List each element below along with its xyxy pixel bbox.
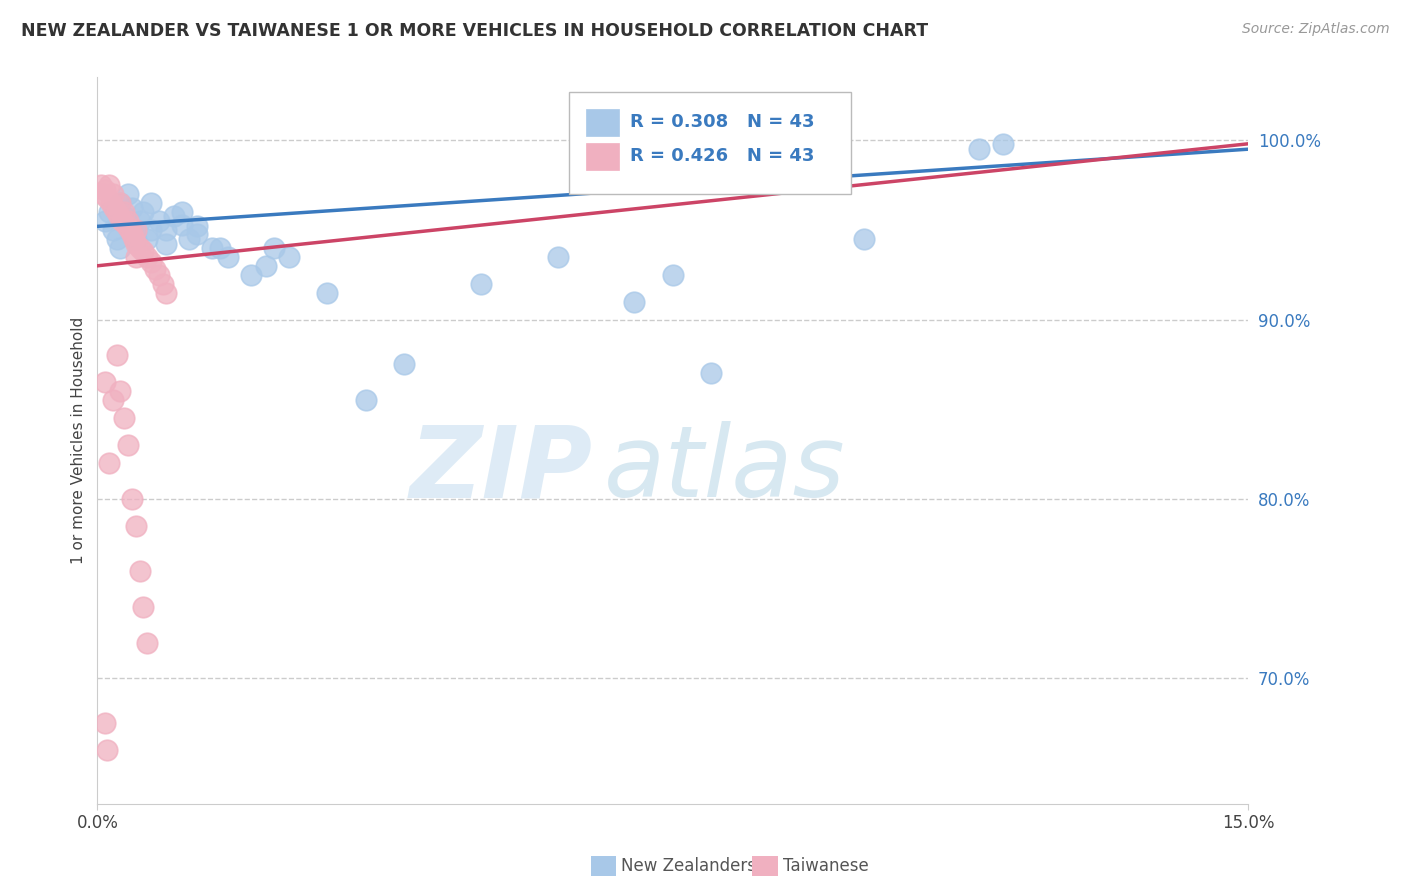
Point [547,250,569,264]
Point [139,255,162,269]
Point [125,223,148,237]
Point [136,635,159,649]
Y-axis label: 1 or more Vehicles in Household: 1 or more Vehicles in Household [72,317,86,565]
Point [991,136,1014,151]
Point [121,491,143,506]
Point [392,358,415,372]
Text: R = 0.426   N = 43: R = 0.426 N = 43 [630,147,814,165]
Point [111,214,134,228]
Point [105,205,128,219]
Point [152,277,174,291]
Point [93,187,115,202]
Point [90,178,112,192]
Point [96,191,118,205]
Point [110,196,132,211]
Point [125,223,148,237]
Point [254,259,277,273]
Point [96,743,118,757]
Point [121,227,143,241]
Point [278,250,301,264]
Text: NEW ZEALANDER VS TAIWANESE 1 OR MORE VEHICLES IN HOUSEHOLD CORRELATION CHART: NEW ZEALANDER VS TAIWANESE 1 OR MORE VEH… [21,22,928,40]
Point [155,285,177,300]
Point [108,209,131,223]
Point [97,178,120,192]
Point [122,232,145,246]
Point [217,250,239,264]
Point [117,438,139,452]
Point [94,184,117,198]
Point [853,232,876,246]
Point [148,268,170,282]
Point [139,223,162,237]
Point [186,227,208,241]
Point [128,564,150,578]
Point [316,285,339,300]
Point [100,196,122,211]
Point [101,187,124,202]
Point [125,519,148,533]
Point [101,393,124,408]
Point [117,214,139,228]
Point [148,214,170,228]
Point [969,142,991,156]
Point [661,268,683,282]
Point [128,241,150,255]
Point [125,237,148,252]
Point [132,599,155,614]
Point [115,219,138,234]
Point [112,209,135,223]
Point [128,214,150,228]
Point [470,277,492,291]
FancyBboxPatch shape [586,143,619,170]
Point [132,244,155,259]
Point [132,205,155,219]
Point [94,376,117,390]
FancyBboxPatch shape [586,109,619,136]
Point [263,241,285,255]
Point [110,196,132,211]
Point [239,268,262,282]
Point [136,232,159,246]
Point [110,241,132,255]
Point [121,202,143,216]
Point [94,214,117,228]
Point [700,367,723,381]
Point [105,349,128,363]
Point [125,250,148,264]
Point [155,237,177,252]
Point [170,205,193,219]
Point [118,223,141,237]
Point [186,219,208,234]
Point [155,223,177,237]
Point [136,250,159,264]
Text: Source: ZipAtlas.com: Source: ZipAtlas.com [1241,22,1389,37]
Point [97,205,120,219]
Text: Taiwanese: Taiwanese [783,857,869,875]
Point [117,187,139,202]
Point [125,232,148,246]
Point [143,262,166,277]
Text: New Zealanders: New Zealanders [621,857,756,875]
Point [170,218,193,232]
Point [94,716,117,731]
Point [139,196,162,211]
Point [201,241,224,255]
Point [112,411,135,425]
Point [623,294,645,309]
Point [209,241,232,255]
Text: ZIP: ZIP [409,421,592,518]
Point [105,232,128,246]
Point [101,223,124,237]
Point [103,202,125,216]
Point [97,456,120,470]
Point [179,232,201,246]
Point [112,205,135,219]
Point [354,393,377,408]
Text: R = 0.308   N = 43: R = 0.308 N = 43 [630,112,814,131]
Point [110,384,132,399]
Text: atlas: atlas [603,421,845,518]
Point [163,209,186,223]
FancyBboxPatch shape [569,92,851,194]
